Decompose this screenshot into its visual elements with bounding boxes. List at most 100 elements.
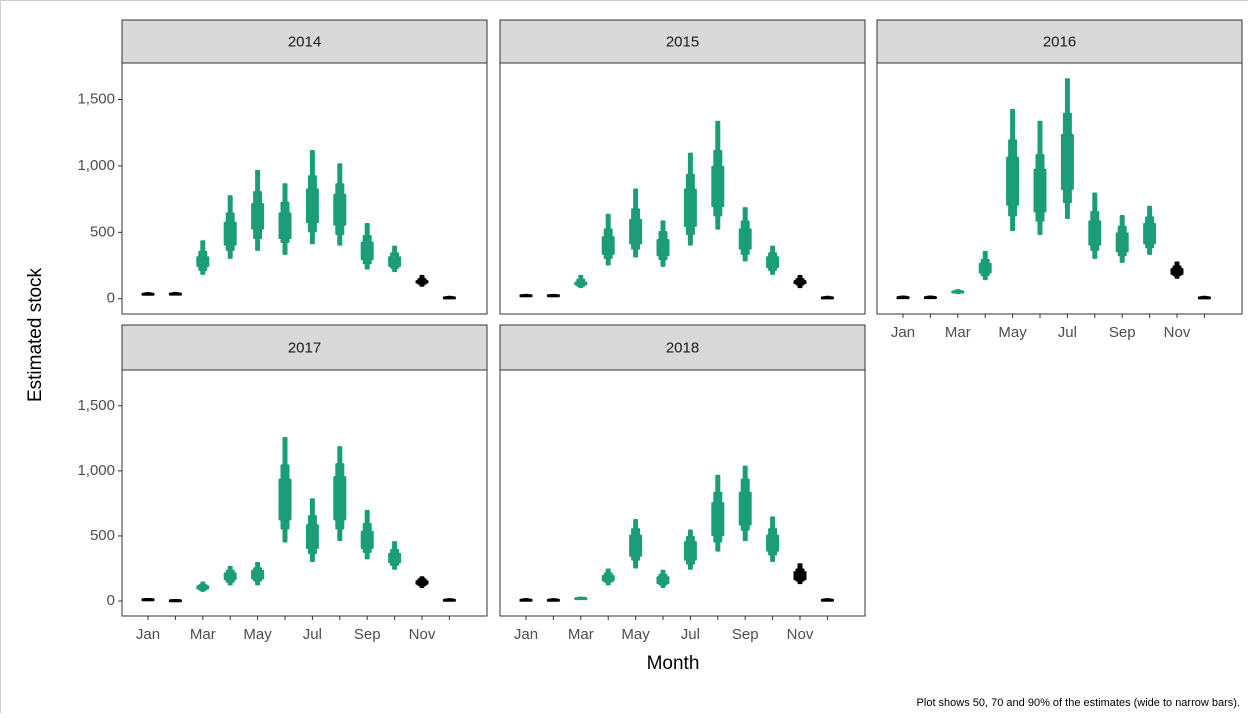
interval-bar [574, 281, 587, 285]
interval-bar [224, 572, 237, 580]
panel [877, 63, 1242, 314]
interval-bar [739, 492, 752, 526]
x-tick-label: Nov [1164, 324, 1191, 341]
interval-bar [979, 263, 992, 274]
interval-bar [251, 570, 264, 580]
interval-bar [924, 296, 937, 299]
y-tick-label: 1,000 [77, 157, 115, 174]
interval-bar [196, 256, 209, 267]
interval-bar [794, 280, 807, 284]
facet-title: 2014 [288, 33, 321, 50]
y-tick-label: 1,000 [77, 462, 115, 479]
interval-bar [443, 599, 456, 602]
x-tick-label: Mar [190, 626, 216, 643]
interval-bar [711, 502, 724, 536]
x-axis-title: Month [647, 653, 700, 674]
interval-bar [821, 599, 834, 602]
interval-bar [388, 553, 401, 563]
interval-bar [766, 256, 779, 268]
y-tick-label: 0 [107, 592, 115, 609]
interval-bar [794, 571, 807, 580]
facet-title: 2016 [1043, 33, 1076, 50]
interval-bar [142, 598, 155, 601]
x-tick-label: Jul [303, 626, 322, 643]
interval-bar [169, 293, 182, 296]
interval-bar [1006, 157, 1019, 206]
x-tick-label: Sep [732, 626, 759, 643]
interval-bar [657, 576, 670, 584]
interval-bar [739, 228, 752, 249]
interval-bar [333, 194, 346, 226]
interval-bar [1198, 296, 1211, 299]
y-tick-label: 500 [90, 223, 115, 240]
interval-bar [629, 219, 642, 244]
interval-bar [416, 580, 429, 585]
interval-bar [657, 239, 670, 256]
interval-bar [602, 575, 615, 582]
interval-bar [1061, 134, 1074, 190]
interval-bar [766, 535, 779, 552]
interval-bar [711, 166, 724, 207]
panel [122, 63, 487, 314]
x-tick-label: Jan [136, 626, 160, 643]
interval-bar [443, 296, 456, 299]
interval-bar [333, 476, 346, 520]
interval-bar [1116, 232, 1129, 252]
interval-bar [1171, 268, 1184, 275]
y-tick-label: 1,500 [77, 397, 115, 414]
interval-bar [251, 203, 264, 230]
caption: Plot shows 50, 70 and 90% of the estimat… [917, 697, 1240, 709]
interval-bar [684, 541, 697, 561]
interval-bar [821, 296, 834, 299]
x-tick-label: Mar [945, 324, 971, 341]
interval-bar [602, 236, 615, 255]
interval-bar [1088, 220, 1101, 245]
panel [500, 370, 865, 616]
interval-bar [361, 242, 374, 261]
interval-bar [520, 599, 533, 602]
interval-bar [196, 585, 209, 589]
interval-bar [416, 280, 429, 283]
x-tick-label: Sep [1109, 324, 1136, 341]
interval-bar [547, 599, 560, 602]
interval-bar [684, 189, 697, 228]
y-axis-title: Estimated stock [25, 267, 46, 402]
interval-bar [629, 535, 642, 557]
panel [122, 370, 487, 616]
interval-bar [361, 531, 374, 549]
interval-bar [520, 294, 533, 297]
interval-bar [897, 296, 910, 299]
facet-title: 2017 [288, 339, 321, 356]
interval-bar [1034, 169, 1047, 213]
interval-bar [279, 212, 292, 239]
interval-bar [306, 524, 319, 549]
x-tick-label: Mar [568, 626, 594, 643]
y-tick-label: 1,500 [77, 90, 115, 107]
interval-bar [951, 290, 964, 293]
interval-bar [1143, 223, 1156, 244]
interval-bar [547, 294, 560, 297]
interval-bar [388, 256, 401, 267]
interval-bar [574, 597, 587, 600]
interval-bar [224, 222, 237, 246]
x-tick-label: Jul [681, 626, 700, 643]
interval-bar [169, 599, 182, 602]
x-tick-label: Nov [787, 626, 814, 643]
y-tick-label: 0 [107, 290, 115, 307]
facet-title: 2015 [666, 33, 699, 50]
x-tick-label: May [998, 324, 1027, 341]
x-tick-label: May [621, 626, 650, 643]
y-tick-label: 500 [90, 527, 115, 544]
panel [500, 63, 865, 314]
x-tick-label: Sep [354, 626, 381, 643]
interval-bar [306, 189, 319, 224]
interval-bar [279, 479, 292, 521]
x-tick-label: Jan [891, 324, 915, 341]
x-tick-label: Jul [1058, 324, 1077, 341]
x-tick-label: May [243, 626, 272, 643]
interval-bar [142, 293, 155, 296]
facet-title: 2018 [666, 339, 699, 356]
x-tick-label: Nov [409, 626, 436, 643]
